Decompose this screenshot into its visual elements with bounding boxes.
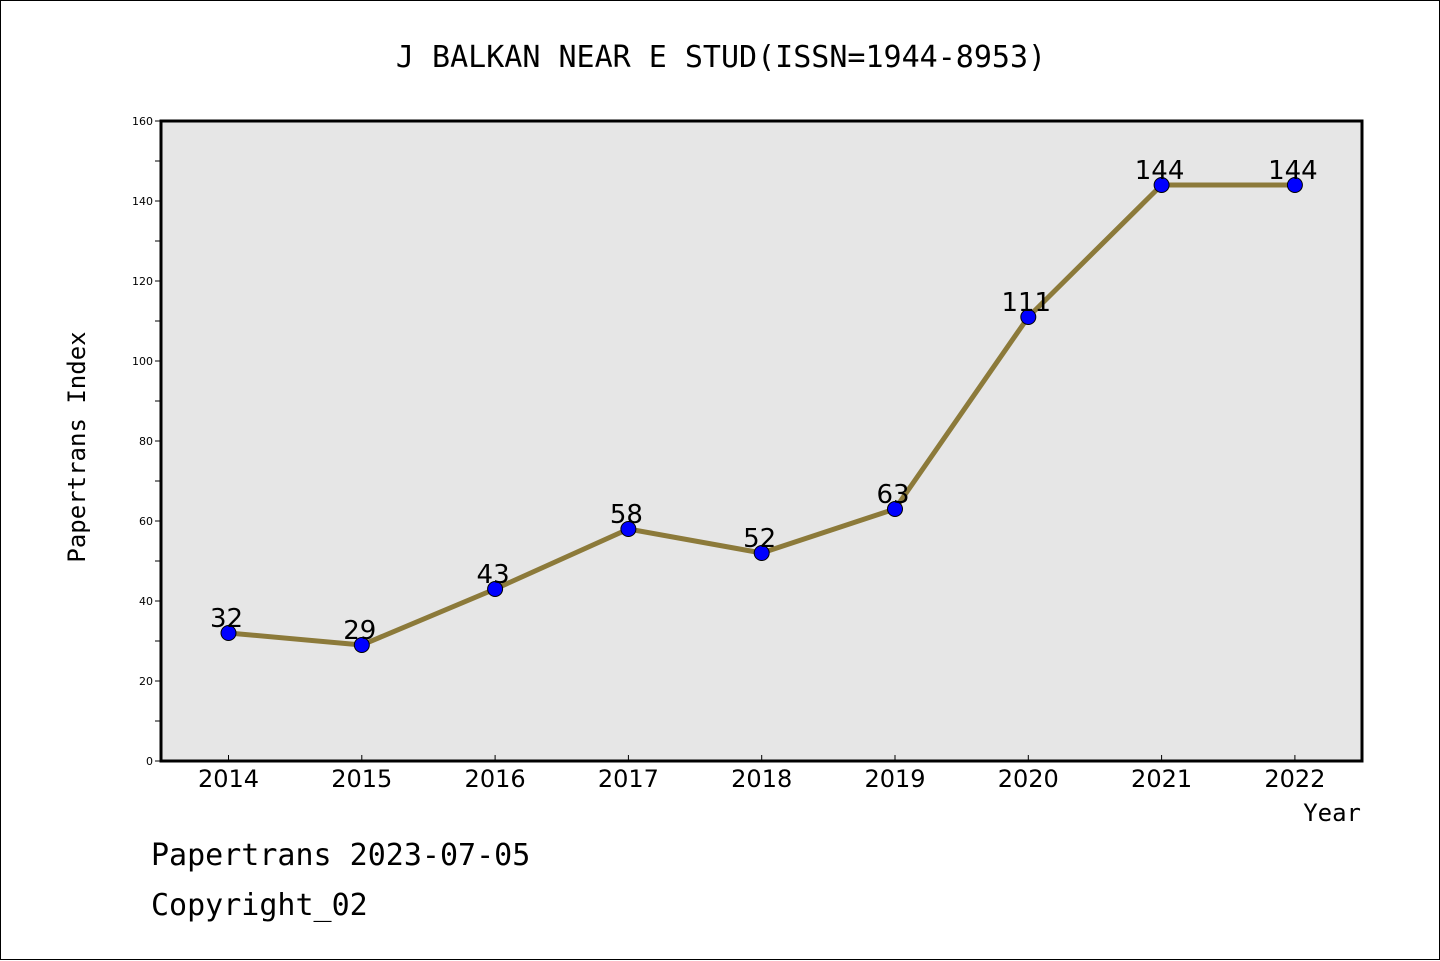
data-label: 32 bbox=[210, 604, 243, 634]
data-point bbox=[887, 501, 903, 517]
x-tick-label: 2015 bbox=[331, 765, 392, 793]
x-tick-label: 2019 bbox=[864, 765, 925, 793]
x-axis-label: Year bbox=[1303, 799, 1361, 827]
y-tick-label: 160 bbox=[132, 115, 153, 128]
data-point bbox=[1020, 309, 1037, 325]
data-point bbox=[620, 521, 637, 537]
x-tick-label: 2016 bbox=[465, 765, 526, 793]
chart-title: J BALKAN NEAR E STUD(ISSN=1944-8953) bbox=[396, 40, 1046, 75]
data-series: 32 29 43 58 52 63 111 144 144 bbox=[210, 156, 1318, 653]
plot-area bbox=[159, 119, 1364, 763]
data-point bbox=[487, 581, 504, 597]
data-label: 63 bbox=[876, 480, 909, 510]
data-label: 43 bbox=[477, 560, 510, 590]
y-tick-label: 60 bbox=[139, 515, 153, 528]
x-tick-label: 2021 bbox=[1131, 765, 1192, 793]
x-tick-label: 2020 bbox=[998, 765, 1059, 793]
footer-date: Papertrans 2023-07-05 bbox=[151, 838, 530, 873]
data-point bbox=[220, 625, 237, 641]
data-label: 144 bbox=[1268, 156, 1318, 186]
x-axis: 2014 2015 2016 2017 2018 2019 2020 2021 2022 bbox=[198, 755, 1325, 793]
x-tick-label: 2022 bbox=[1264, 765, 1325, 793]
data-point bbox=[353, 637, 370, 653]
data-label: 111 bbox=[1001, 288, 1051, 318]
data-label: 144 bbox=[1135, 156, 1185, 186]
x-tick-label: 2018 bbox=[731, 765, 792, 793]
y-tick-label: 0 bbox=[146, 755, 153, 768]
x-tick-label: 2017 bbox=[598, 765, 659, 793]
x-tick-label: 2014 bbox=[198, 765, 259, 793]
y-tick-label: 20 bbox=[139, 675, 153, 688]
data-label: 29 bbox=[343, 616, 376, 646]
y-tick-label: 100 bbox=[132, 355, 153, 368]
y-tick-label: 80 bbox=[139, 435, 153, 448]
y-tick-label: 120 bbox=[132, 275, 153, 288]
data-label: 58 bbox=[610, 500, 643, 530]
y-axis: 0 20 40 60 80 100 120 140 160 bbox=[132, 115, 161, 768]
data-point bbox=[1286, 177, 1303, 193]
y-tick-label: 140 bbox=[132, 195, 153, 208]
y-tick-label: 40 bbox=[139, 595, 153, 608]
footer-copyright: Copyright_02 bbox=[151, 888, 368, 923]
data-label: 52 bbox=[743, 524, 776, 554]
y-axis-label: Papertrans Index bbox=[63, 331, 91, 562]
data-point bbox=[1153, 177, 1170, 193]
data-point bbox=[753, 545, 770, 561]
